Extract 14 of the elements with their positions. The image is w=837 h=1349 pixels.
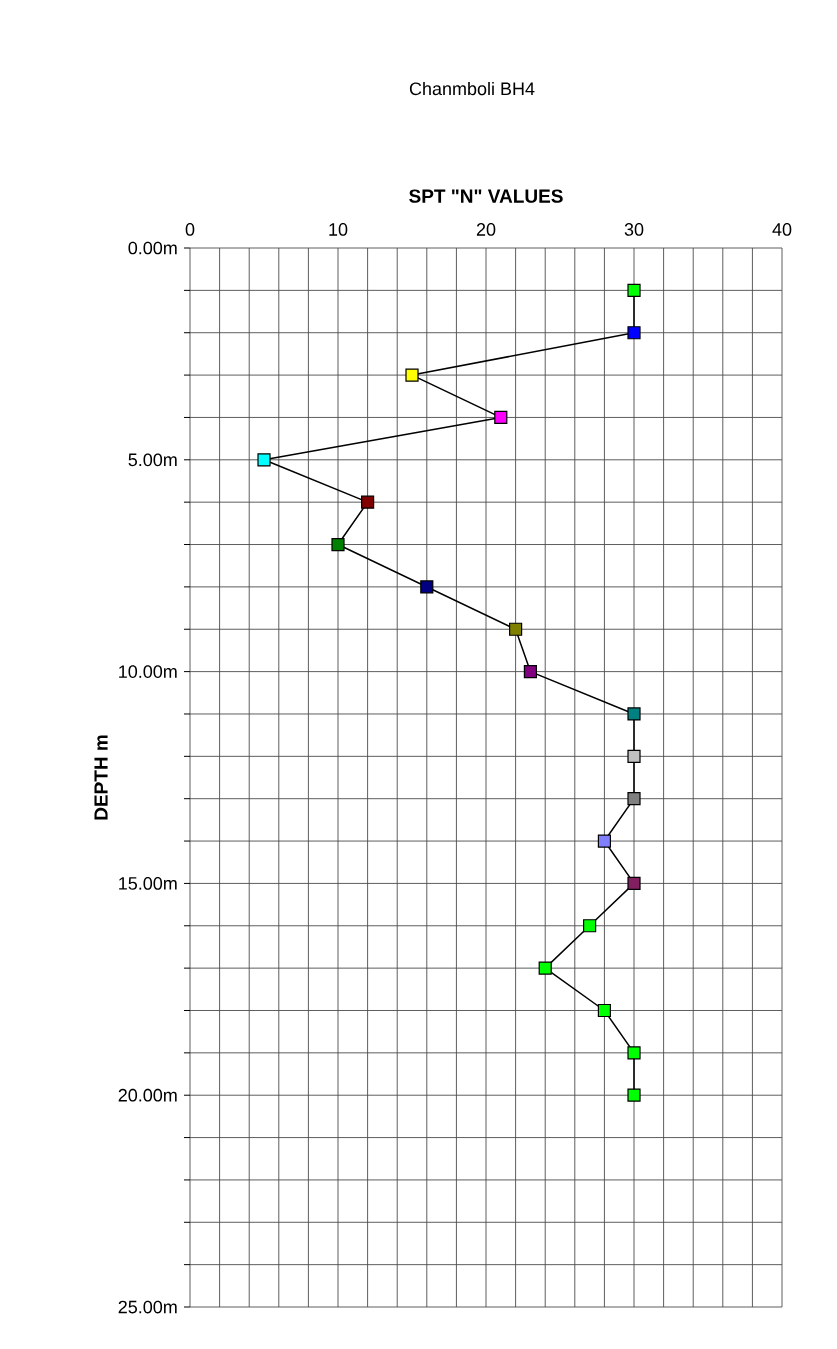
y-tick-label: 15.00m [119, 877, 177, 890]
x-tick-label: 0 [185, 223, 195, 236]
y-axis-title: DEPTH m [94, 735, 108, 820]
y-tick-label: 0.00m [128, 241, 177, 255]
x-tick-label: 10 [329, 223, 348, 236]
x-tick-label: 20 [476, 223, 496, 236]
x-tick-label: 40 [772, 223, 792, 236]
x-axis-title: SPT "N" VALUES [409, 189, 563, 203]
x-tick-label: 30 [624, 223, 644, 236]
y-tick-label: 25.00m [118, 1300, 177, 1314]
chart-title: Chanmboli BH4 [409, 81, 535, 96]
y-tick-label: 5.00m [128, 453, 177, 467]
y-tick-label: 20.00m [118, 1088, 177, 1102]
y-tick-label: 10.00m [119, 665, 177, 678]
